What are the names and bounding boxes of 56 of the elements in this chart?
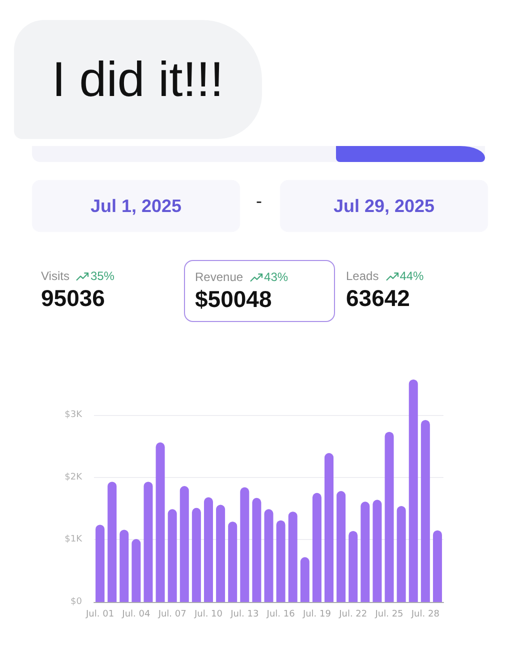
bar xyxy=(336,491,346,602)
bar xyxy=(192,508,201,602)
y-tick-label: $1K xyxy=(64,534,84,545)
x-tick-label: Jul. 10 xyxy=(193,610,223,620)
text: 43% xyxy=(264,270,288,284)
bar xyxy=(432,530,442,602)
x-tick-label: Jul. 25 xyxy=(374,610,404,620)
bar xyxy=(108,482,117,602)
x-tick-label: Jul. 04 xyxy=(121,610,150,620)
text: - xyxy=(256,190,262,212)
y-tick-label: $3K xyxy=(64,410,84,420)
text: Visits xyxy=(41,269,70,283)
bar xyxy=(324,453,334,602)
bar xyxy=(252,498,262,602)
text: Revenue xyxy=(195,270,244,284)
bar xyxy=(276,520,286,602)
bar xyxy=(240,487,250,602)
bar xyxy=(120,530,129,602)
bar xyxy=(312,492,322,602)
y-tick-label: $2K xyxy=(64,472,84,482)
bar xyxy=(216,504,226,602)
bar xyxy=(420,420,430,602)
message-bubble: I did it!!! xyxy=(14,20,262,139)
text: 63642 xyxy=(346,285,410,311)
x-tick-label: Jul. 13 xyxy=(230,610,259,620)
bar xyxy=(372,500,382,602)
x-tick-label: Jul. 01 xyxy=(85,610,114,620)
date-field: Jul 1, 2025 xyxy=(32,180,240,232)
bar xyxy=(408,379,418,602)
bar xyxy=(180,486,189,602)
x-tick-label: Jul. 28 xyxy=(410,610,440,620)
bar xyxy=(96,524,105,602)
bar xyxy=(288,512,298,602)
bar xyxy=(264,509,274,602)
bar xyxy=(132,539,141,602)
bar xyxy=(144,482,153,602)
text: 35% xyxy=(90,269,114,283)
x-tick-label: Jul. 19 xyxy=(302,610,332,620)
text: 44% xyxy=(400,269,424,283)
x-tick-label: Jul. 22 xyxy=(338,610,368,620)
date-field: Jul 29, 2025 xyxy=(280,180,488,232)
bar xyxy=(300,557,310,602)
bar xyxy=(168,509,177,602)
bar xyxy=(396,506,406,602)
bar xyxy=(204,497,213,602)
text: $50048 xyxy=(195,286,272,312)
bar xyxy=(360,502,370,602)
text: Leads xyxy=(346,269,379,283)
x-tick-label: Jul. 16 xyxy=(266,610,296,620)
bar xyxy=(156,442,165,602)
text: 95036 xyxy=(41,285,105,311)
bar xyxy=(348,530,358,602)
bar xyxy=(384,432,394,602)
y-tick-label: $0 xyxy=(70,597,82,607)
bar xyxy=(228,522,238,602)
x-tick-label: Jul. 07 xyxy=(157,610,186,620)
